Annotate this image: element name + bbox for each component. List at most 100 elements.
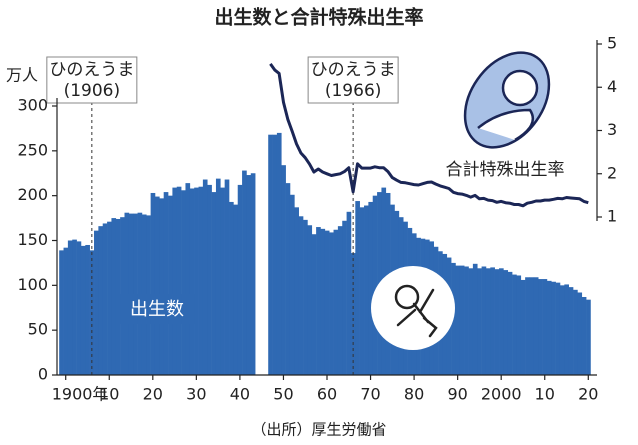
x-tick-label: 2000 [481,385,522,404]
bar [564,284,569,375]
bar [194,187,199,375]
line [269,63,589,208]
bar [76,241,82,375]
bar [320,228,326,375]
x-tick-label: 10 [535,385,555,404]
bar [468,268,474,375]
bar [477,268,482,375]
bar [207,184,212,375]
y2-tick-label: 2 [607,163,617,182]
bar [324,230,330,375]
annotation-box [307,56,399,104]
bar [581,296,587,375]
series-label: 出生数 [130,299,184,320]
bar [529,277,535,375]
bar [250,173,256,375]
chart-title: 出生数と合計特殊出生率 [214,6,423,29]
bar [490,267,495,375]
bar [455,265,461,375]
bar [111,218,117,375]
bar [494,269,500,375]
y-tick-label: 100 [17,275,48,294]
bar [485,268,491,375]
source: （出所）厚生労働省 [251,421,386,439]
bar [298,216,304,375]
x-tick-label: 20 [578,385,598,404]
bar [181,190,186,375]
bar [559,285,565,375]
bar [481,266,487,375]
x-tick-label: 1900年 [52,385,109,404]
bar [337,226,343,375]
bar [464,266,469,375]
bar [124,212,130,375]
bar [311,234,317,375]
series-label-box [118,294,196,324]
bar [525,277,530,375]
y2-tick-label: 4 [607,77,617,96]
bar [573,289,578,375]
annotation-box [46,56,138,104]
bar [94,230,99,375]
bar [276,132,282,375]
y-axis-label: 万人 [6,66,38,85]
bar [346,211,352,375]
bar [237,184,243,375]
plot: ひのえうま(1906)ひのえうま(1966)050100150200250300… [17,34,617,404]
bar [168,195,173,375]
bar [163,192,169,375]
x-tick-label: 50 [273,385,293,404]
bar [372,195,378,375]
x-tick-label: 40 [230,385,250,404]
bar [268,134,273,375]
bar [586,299,591,375]
x-tick-label: 70 [360,385,380,404]
mother-icon [463,51,551,149]
bar [229,201,234,375]
bar [538,279,543,375]
bar [507,271,513,375]
bar [533,277,539,375]
bar [242,170,247,375]
y-tick-label: 300 [17,96,48,115]
bar [359,207,365,375]
bar [137,212,143,375]
bar [329,232,334,375]
x-tick-label: 90 [447,385,467,404]
bar [150,192,156,375]
bar [316,227,321,375]
x-tick-label: 30 [186,385,206,404]
bar [67,240,73,375]
bar [102,223,108,375]
bar [233,204,239,375]
annotation-year: (1906) [64,81,121,101]
annotation-title: ひのえうま [49,60,134,80]
x-tick-label: 60 [317,385,337,404]
bar [333,229,339,375]
bar [85,244,90,375]
bar [72,239,77,375]
bar [294,207,299,375]
bar [577,292,583,375]
bar [568,287,574,375]
bar [220,187,225,375]
x-tick-label: 80 [404,385,424,404]
bar [303,219,308,375]
bar [215,178,221,375]
bar [185,183,191,375]
bar [546,280,552,375]
bar [272,134,278,375]
bar [285,183,291,375]
bar [189,188,195,375]
y-tick-label: 0 [38,365,48,384]
y2-tick-label: 3 [607,120,617,139]
bar [459,265,465,375]
y-tick-label: 150 [17,230,48,249]
bar [551,281,556,375]
bar [211,192,217,375]
bar [472,263,478,375]
bar [499,268,504,375]
y2-tick-label: 1 [607,207,617,226]
y-tick-label: 200 [17,185,48,204]
bar [307,225,313,375]
